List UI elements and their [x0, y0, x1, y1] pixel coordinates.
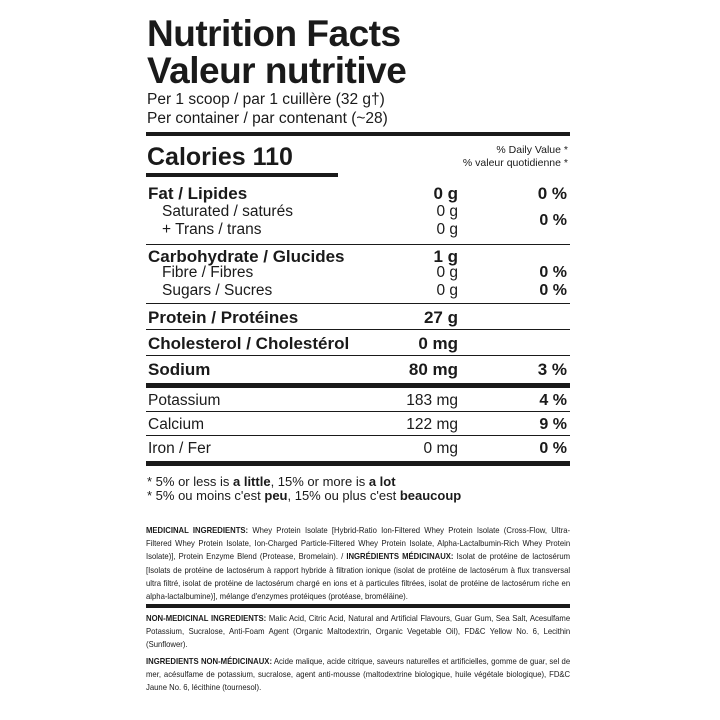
nutrient-row-fat: Fat / Lipides 0 g 0 % — [148, 184, 567, 203]
calories: Calories 110 — [147, 143, 293, 171]
title-en: Nutrition Facts — [147, 13, 401, 54]
non-medicinal-ingredients-fr: INGREDIENTS NON-MÉDICINAUX: Acide maliqu… — [146, 656, 571, 693]
dv-en: % Daily Value * — [496, 144, 568, 156]
medicinal-ingredients: MEDICINAL INGREDIENTS: Whey Protein Isol… — [146, 525, 571, 602]
nutrient-row-sodium: Sodium 80 mg 3 % — [148, 360, 567, 379]
nutrient-row-carbohydrate: Carbohydrate / Glucides 1 g — [148, 247, 458, 266]
divider — [146, 173, 338, 177]
nutrient-row-iron: Iron / Fer 0 mg 0 % — [148, 440, 567, 457]
divider — [146, 435, 570, 436]
nutrient-row-cholesterol: Cholesterol / Cholestérol 0 mg — [148, 334, 458, 353]
footnote-en: * 5% or less is a little, 15% or more is… — [147, 474, 396, 489]
divider — [146, 383, 570, 388]
nutrient-row-potassium: Potassium 183 mg 4 % — [148, 392, 567, 409]
non-medicinal-ingredients: NON-MEDICINAL INGREDIENTS: Malic Acid, C… — [146, 613, 571, 650]
divider — [146, 604, 570, 608]
nutrient-row-protein: Protein / Protéines 27 g — [148, 308, 458, 327]
divider — [146, 461, 570, 466]
divider — [146, 132, 570, 136]
serving-size: Per 1 scoop / par 1 cuillère (32 g†) — [147, 91, 385, 108]
nutrient-row-fibre: Fibre / Fibres 0 g 0 % — [162, 264, 567, 281]
title-fr: Valeur nutritive — [147, 50, 407, 91]
divider — [146, 355, 570, 356]
nutrient-row-calcium: Calcium 122 mg 9 % — [148, 416, 567, 433]
nutrient-row-saturated: Saturated / saturés 0 g — [162, 203, 458, 220]
divider — [146, 329, 570, 330]
divider — [146, 411, 570, 412]
divider — [146, 303, 570, 304]
nutrient-row-sugars: Sugars / Sucres 0 g 0 % — [162, 282, 567, 299]
daily-value-header: % Daily Value * % valeur quotidienne * — [463, 144, 568, 170]
footnote-fr: * 5% ou moins c'est peu, 15% ou plus c'e… — [147, 488, 462, 503]
divider — [146, 244, 570, 245]
servings-per-container: Per container / par contenant (~28) — [147, 110, 388, 127]
nutrient-row-trans: + Trans / trans 0 g 0 % — [162, 212, 567, 238]
dv-fr: % valeur quotidienne * — [462, 157, 568, 169]
